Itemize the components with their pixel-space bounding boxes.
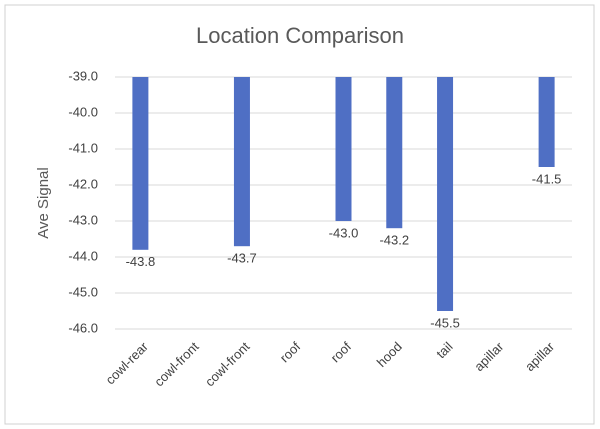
bar bbox=[233, 77, 250, 247]
y-axis-label: Ave Signal bbox=[35, 167, 52, 238]
value-label: -43.0 bbox=[329, 225, 359, 240]
value-label: -45.5 bbox=[430, 315, 460, 330]
chart-title: Location Comparison bbox=[196, 23, 404, 48]
bar bbox=[132, 77, 149, 250]
value-label: -43.2 bbox=[379, 233, 409, 248]
y-tick-label: -45.0 bbox=[68, 284, 98, 299]
bar bbox=[335, 77, 352, 221]
value-label: -41.5 bbox=[532, 171, 562, 186]
y-tick-label: -40.0 bbox=[68, 104, 98, 119]
value-label: -43.8 bbox=[126, 254, 156, 269]
bar bbox=[538, 77, 555, 167]
y-tick-label: -42.0 bbox=[68, 176, 98, 191]
y-tick-label: -44.0 bbox=[68, 248, 98, 263]
bar bbox=[386, 77, 403, 229]
y-tick-label: -39.0 bbox=[68, 68, 98, 83]
y-tick-label: -41.0 bbox=[68, 140, 98, 155]
y-tick-label: -46.0 bbox=[68, 320, 98, 335]
bar bbox=[437, 77, 454, 311]
chart-frame bbox=[4, 4, 595, 425]
value-label: -43.7 bbox=[227, 251, 257, 266]
y-tick-label: -43.0 bbox=[68, 212, 98, 227]
